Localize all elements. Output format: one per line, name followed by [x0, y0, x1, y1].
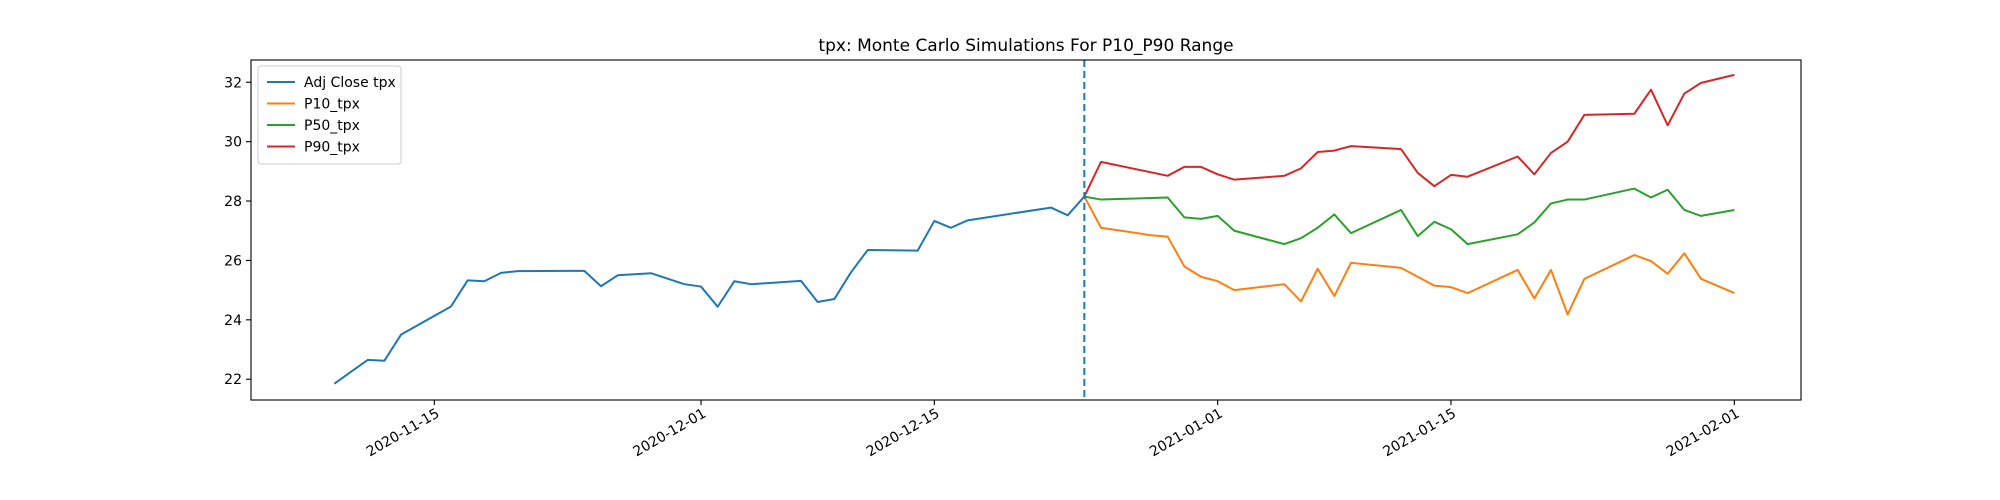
y-tick-label: 32 [224, 75, 242, 91]
x-tick-label: 2021-02-01 [1664, 406, 1742, 461]
x-tick-label: 2020-12-15 [864, 406, 942, 461]
y-tick-label: 26 [224, 253, 242, 269]
axes: 22 24 26 28 30 32 2020-11-15 2020-12-01 2020-12-… [224, 59, 1802, 461]
legend-label: P90_tpx [304, 140, 360, 156]
x-tick-label: 2021-01-01 [1147, 406, 1225, 461]
x-tick-label: 2021-01-15 [1381, 406, 1459, 461]
legend: Adj Close tpx P10_tpx P50_tpx P90_tpx [257, 65, 402, 165]
legend-label: P10_tpx [304, 97, 360, 113]
legend-label: P50_tpx [304, 118, 360, 134]
legend-box [257, 65, 402, 165]
y-tick-label: 24 [224, 313, 242, 329]
x-tick-label: 2020-11-15 [364, 406, 442, 461]
plot-area [333, 60, 1735, 400]
y-tick-label: 30 [224, 135, 242, 151]
axes-frame [250, 59, 1802, 401]
y-tick-label: 28 [224, 194, 242, 210]
y-tick-label: 22 [224, 372, 242, 388]
chart-title: tpx: Monte Carlo Simulations For P10_P90… [818, 36, 1233, 56]
series-line-p50-tpx [1084, 187, 1735, 246]
x-tick-label: 2020-12-01 [631, 406, 709, 461]
legend-label: Adj Close tpx [304, 75, 396, 91]
series-line-adj-close-tpx [333, 195, 1086, 385]
series-line-p10-tpx [1083, 196, 1735, 316]
series-line-p90-tpx [1083, 73, 1735, 198]
